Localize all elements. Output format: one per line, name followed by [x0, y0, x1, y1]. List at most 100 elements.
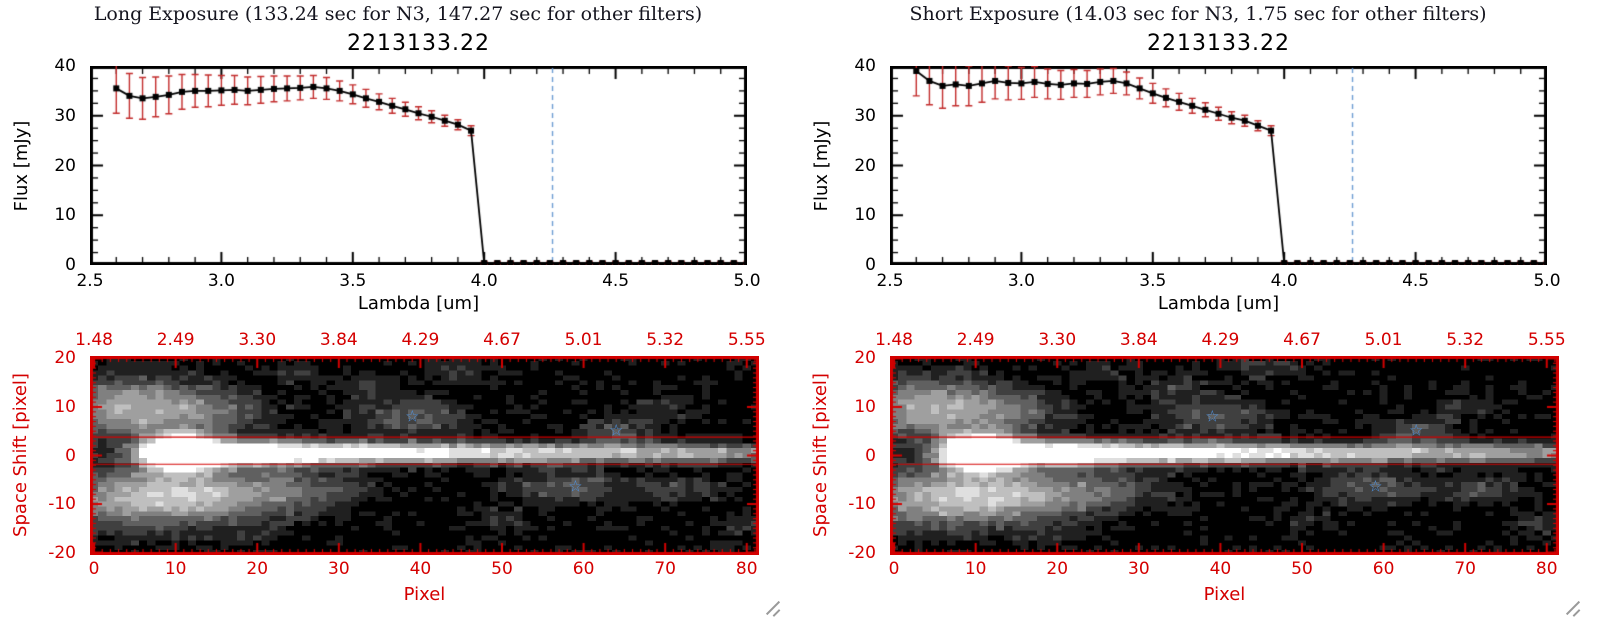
- map-y-tick-label: 10: [54, 396, 76, 417]
- star-marker-icon: ☆: [1205, 406, 1220, 426]
- map-wavelength-tick-label: 1.48: [75, 330, 114, 350]
- map-wavelength-tick-label: 4.29: [401, 330, 440, 350]
- map-x-tick-label: 40: [409, 559, 432, 579]
- resize-grip[interactable]: [1563, 598, 1583, 618]
- map-y-tick-label: -20: [48, 542, 76, 563]
- map-y-axis-label: Space Shift [pixel]: [10, 373, 31, 537]
- map-x-tick-label: 50: [1291, 559, 1313, 579]
- map-x-tick-label: 30: [1128, 559, 1150, 579]
- star-markers-layer: ☆ ☆ ☆: [890, 356, 1559, 555]
- map-wavelength-tick-label: 3.84: [1119, 330, 1158, 350]
- spectrum-y-tick-label: 0: [65, 255, 76, 275]
- spectrum-x-tick-label: 3.0: [207, 271, 235, 291]
- object-id-title: 2213133.22: [347, 31, 490, 56]
- spectrum-x-tick-label: 3.5: [1139, 271, 1167, 291]
- map-wavelength-tick-label: 4.29: [1201, 330, 1240, 350]
- map-axes-canvas: [890, 356, 1559, 555]
- spectrum-x-tick-labels: 2.5 3.0 3.5 4.0 4.5 5.0: [876, 271, 1560, 291]
- spectral-map: ☆ ☆ ☆: [90, 356, 759, 555]
- spectrum-x-tick-label: 4.5: [1402, 271, 1430, 291]
- map-wavelength-tick-label: 2.49: [156, 330, 195, 350]
- map-wavelength-tick-label: 3.84: [319, 330, 358, 350]
- spectrum-y-tick-labels: 0 10 20 30 40: [0, 56, 82, 275]
- map-x-tick-label: 20: [246, 559, 269, 579]
- spectrum-x-tick-labels: 2.5 3.0 3.5 4.0 4.5 5.0: [76, 271, 760, 291]
- spectrum-x-axis-label: Lambda [um]: [357, 293, 480, 314]
- map-wavelength-tick-label: 4.67: [483, 330, 521, 350]
- map-x-tick-label: 70: [654, 559, 676, 579]
- star-markers-layer: ☆ ☆ ☆: [90, 356, 759, 555]
- map-y-tick-label: 20: [854, 348, 876, 369]
- spectrum-y-tick-label: 40: [854, 56, 876, 76]
- map-y-tick-labels: 20 10 0 -10 -20: [800, 348, 882, 562]
- map-x-tick-labels: 0 10 20 30 40 50 60 70 80: [88, 559, 759, 579]
- map-x-axis-label: Pixel: [403, 584, 446, 605]
- map-x-tick-label: 70: [1454, 559, 1476, 579]
- star-marker-icon: ☆: [1409, 420, 1424, 440]
- map-wavelength-tick-label: 3.30: [238, 330, 277, 350]
- map-y-tick-label: 20: [54, 348, 76, 369]
- map-wavelength-tick-label: 2.49: [956, 330, 995, 350]
- spectrum-y-tick-labels: 0 10 20 30 40: [800, 56, 882, 275]
- resize-grip[interactable]: [763, 598, 783, 618]
- spectrum-y-tick-label: 40: [54, 56, 76, 76]
- map-y-tick-label: -10: [848, 494, 876, 515]
- map-x-tick-label: 10: [164, 559, 187, 579]
- spectrum-plot-canvas: [890, 66, 1547, 265]
- map-x-tick-labels: 0 10 20 30 40 50 60 70 80: [888, 559, 1559, 579]
- panel-short-exposure: Short Exposure (14.03 sec for N3, 1.75 s…: [800, 0, 1600, 630]
- spectrum-y-tick-label: 10: [54, 205, 76, 226]
- spectrum-y-tick-label: 20: [854, 155, 876, 176]
- object-id-title: 2213133.22: [1147, 31, 1290, 56]
- map-y-tick-label: 10: [854, 396, 876, 417]
- spectrum-x-tick-label: 2.5: [876, 271, 904, 291]
- map-wavelength-tick-label: 5.55: [727, 330, 766, 350]
- map-x-tick-label: 50: [491, 559, 513, 579]
- map-x-tick-label: 30: [328, 559, 350, 579]
- map-y-tick-label: 0: [865, 445, 876, 466]
- spectrum-x-tick-label: 4.0: [1270, 271, 1298, 291]
- map-wavelength-tick-label: 5.32: [1446, 330, 1485, 350]
- map-wavelength-tick-label: 5.01: [1364, 330, 1403, 350]
- star-marker-icon: ☆: [568, 476, 583, 496]
- page-title: Short Exposure (14.03 sec for N3, 1.75 s…: [909, 3, 1487, 25]
- map-y-tick-label: -20: [848, 542, 876, 563]
- spectral-map: ☆ ☆ ☆: [890, 356, 1559, 555]
- map-wavelength-tick-label: 1.48: [875, 330, 914, 350]
- star-marker-icon: ☆: [405, 406, 420, 426]
- spectrum-x-tick-label: 4.0: [470, 271, 498, 291]
- star-marker-icon: ☆: [609, 420, 624, 440]
- map-x-tick-label: 40: [1209, 559, 1232, 579]
- map-x-tick-label: 20: [1046, 559, 1069, 579]
- spectrum-y-tick-label: 30: [854, 105, 876, 126]
- map-x-tick-label: 80: [735, 559, 758, 579]
- map-wavelength-tick-label: 5.01: [564, 330, 603, 350]
- spectrum-x-tick-label: 2.5: [76, 271, 104, 291]
- map-x-axis-label: Pixel: [1203, 584, 1246, 605]
- map-wavelength-tick-label: 5.55: [1527, 330, 1566, 350]
- map-y-tick-labels: 20 10 0 -10 -20: [0, 348, 82, 562]
- map-x-tick-label: 0: [88, 559, 100, 579]
- map-wavelength-tick-label: 5.32: [646, 330, 685, 350]
- map-wavelength-tick-label: 4.67: [1283, 330, 1321, 350]
- spectrum-x-tick-label: 5.0: [1533, 271, 1561, 291]
- spectrum-x-tick-label: 3.5: [339, 271, 367, 291]
- spectrum-y-tick-label: 30: [54, 105, 76, 126]
- spectrum-x-tick-label: 4.5: [602, 271, 630, 291]
- map-wavelength-tick-labels: 1.48 2.49 3.30 3.84 4.29 4.67 5.01 5.32 5.55: [875, 330, 1566, 350]
- map-x-tick-label: 60: [1372, 559, 1395, 579]
- map-wavelength-tick-label: 3.30: [1038, 330, 1077, 350]
- map-y-tick-label: 0: [65, 445, 76, 466]
- spectrum-x-tick-label: 3.0: [1007, 271, 1035, 291]
- map-y-axis-label: Space Shift [pixel]: [810, 373, 831, 537]
- spectrum-y-tick-label: 20: [54, 155, 76, 176]
- map-y-tick-label: -10: [48, 494, 76, 515]
- spectrum-plot-canvas: [90, 66, 747, 265]
- map-x-tick-label: 60: [572, 559, 595, 579]
- map-x-tick-label: 10: [964, 559, 987, 579]
- spectrum-y-tick-label: 0: [865, 255, 876, 275]
- map-x-tick-label: 0: [888, 559, 900, 579]
- spectrum-x-axis-label: Lambda [um]: [1157, 293, 1280, 314]
- map-wavelength-tick-labels: 1.48 2.49 3.30 3.84 4.29 4.67 5.01 5.32 5.55: [75, 330, 766, 350]
- spectrum-x-tick-label: 5.0: [733, 271, 761, 291]
